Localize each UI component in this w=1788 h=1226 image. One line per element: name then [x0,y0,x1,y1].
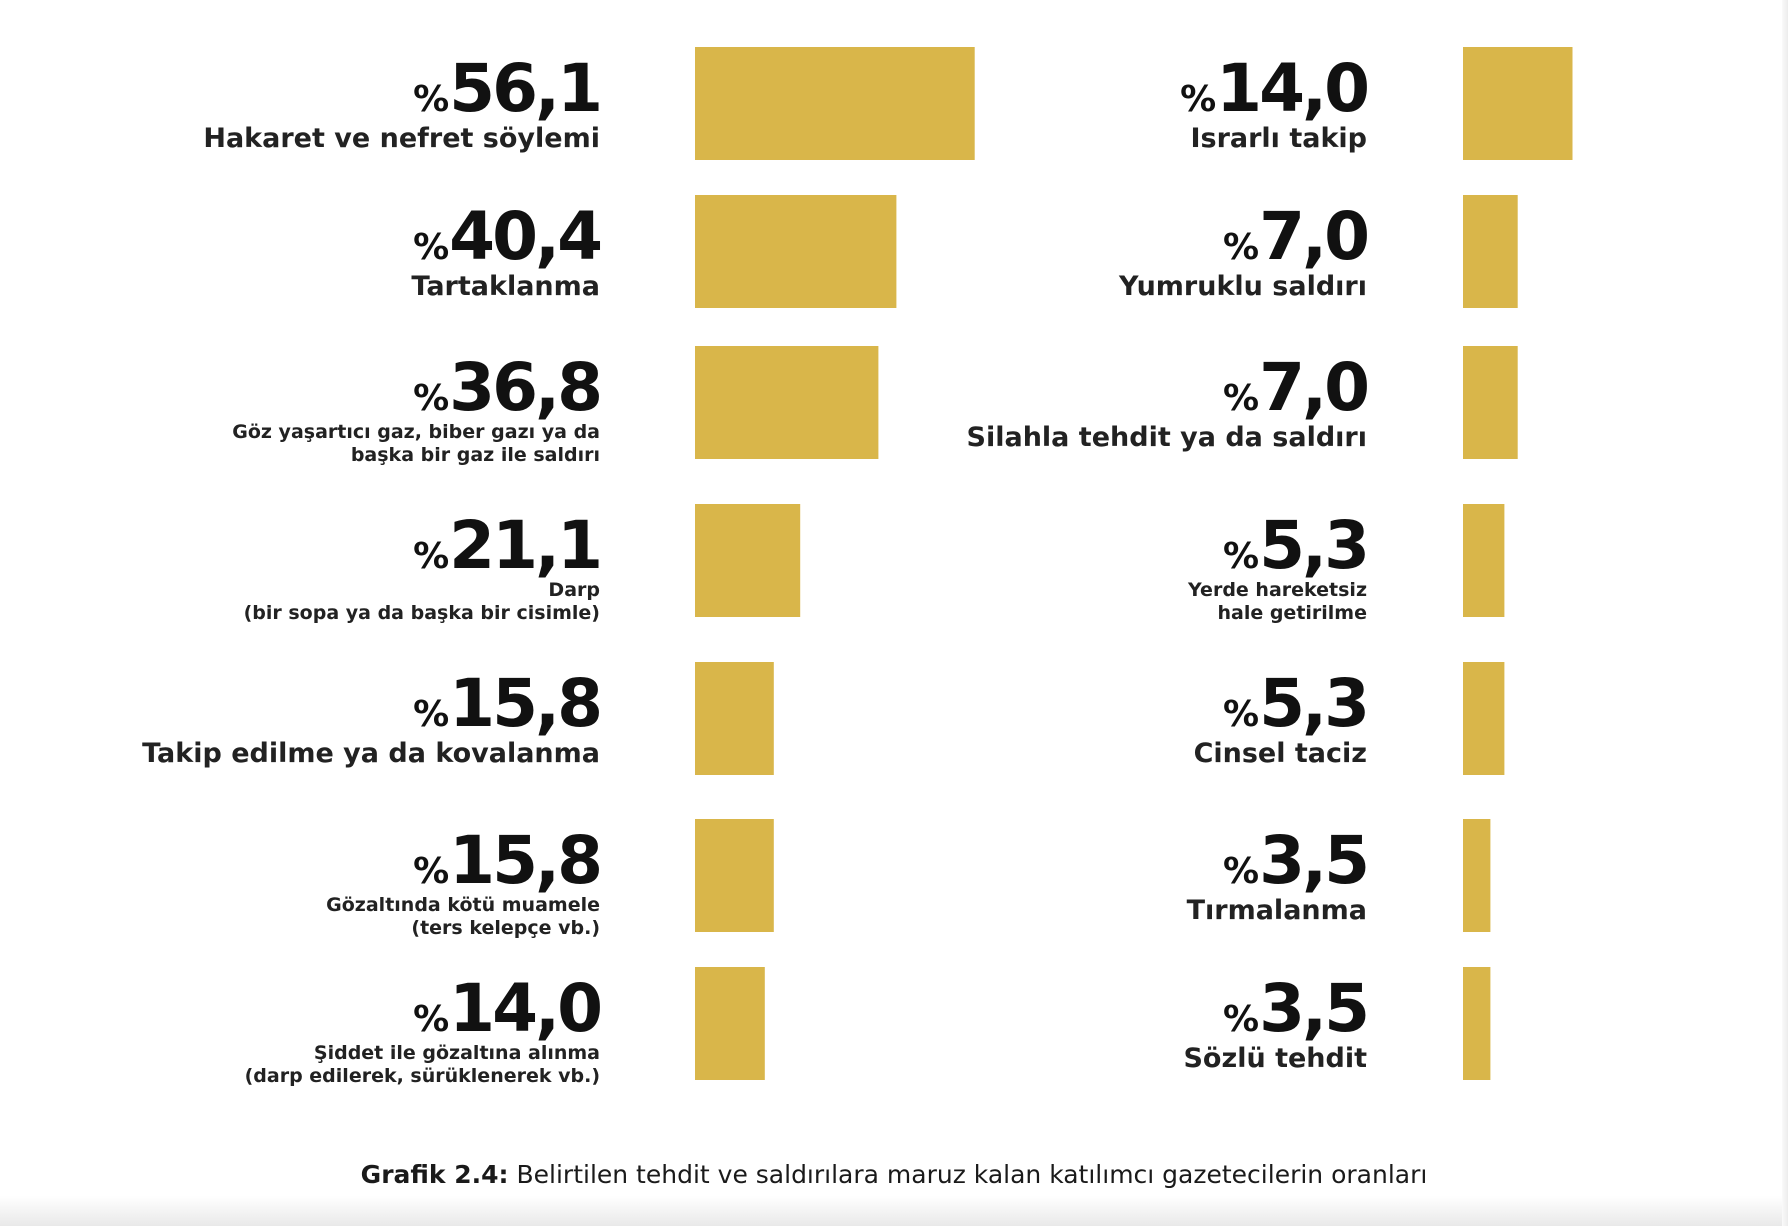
bar [695,662,774,775]
percent-sign: % [1223,851,1259,892]
category-label: Yumruklu saldırı [1118,271,1367,302]
percent-sign: % [413,694,449,735]
category-label: Israrlı takip [1190,123,1367,154]
percent-sign: % [1223,227,1259,268]
bar [695,346,879,459]
bar [1463,195,1518,308]
value-number: 14,0 [449,970,600,1047]
value-label: %14,0 [413,970,600,1047]
bar [1463,819,1491,932]
bar [1463,967,1491,1080]
value-label: %15,8 [413,822,600,899]
value-number: 3,5 [1259,822,1367,899]
value-label: %3,5 [1223,970,1367,1047]
category-label: Gözaltında kötü muamele [326,894,600,916]
value-number: 40,4 [449,198,600,275]
category-label: Sözlü tehdit [1183,1043,1367,1074]
percent-sign: % [1223,694,1259,735]
percent-sign: % [1223,536,1259,577]
bar [695,195,897,308]
percent-sign: % [1223,999,1259,1040]
category-label: başka bir gaz ile saldırı [351,444,600,466]
value-label: %15,8 [413,665,600,742]
category-label: Göz yaşartıcı gaz, biber gazı ya da [232,421,600,443]
bar [1463,662,1505,775]
percent-sign: % [413,851,449,892]
value-label: %3,5 [1223,822,1367,899]
value-number: 15,8 [449,822,600,899]
caption-prefix: Grafik 2.4: [360,1160,509,1189]
value-number: 7,0 [1259,198,1367,275]
category-label: Silahla tehdit ya da saldırı [967,422,1367,453]
value-label: %21,1 [413,507,600,584]
category-label: Tırmalanma [1187,895,1367,926]
percent-sign: % [413,227,449,268]
category-label: hale getirilme [1217,602,1367,624]
category-label: Şiddet ile gözaltına alınma [314,1042,600,1064]
value-number: 36,8 [449,349,600,426]
value-label: %40,4 [413,198,600,275]
category-label: (bir sopa ya da başka bir cisimle) [244,602,600,624]
category-label: Tartaklanma [411,271,600,302]
value-number: 56,1 [449,50,600,127]
category-label: Hakaret ve nefret söylemi [203,123,600,154]
bar [1463,47,1573,160]
category-label: (ters kelepçe vb.) [411,917,600,939]
value-number: 5,3 [1259,507,1367,584]
percent-sign: % [1223,378,1259,419]
category-label: Darp [548,579,600,601]
value-number: 3,5 [1259,970,1367,1047]
value-number: 21,1 [449,507,600,584]
value-label: %7,0 [1223,198,1367,275]
bar [1463,504,1505,617]
bar [1463,346,1518,459]
caption-text: Belirtilen tehdit ve saldırılara maruz k… [508,1160,1428,1189]
value-label: %56,1 [413,50,600,127]
value-number: 14,0 [1216,50,1367,127]
value-label: %14,0 [1180,50,1367,127]
value-number: 5,3 [1259,665,1367,742]
percent-sign: % [413,999,449,1040]
value-number: 15,8 [449,665,600,742]
chart-caption: Grafik 2.4: Belirtilen tehdit ve saldırı… [0,1160,1788,1189]
percent-sign: % [1180,79,1216,120]
value-label: %5,3 [1223,507,1367,584]
value-label: %7,0 [1223,349,1367,426]
category-label: Takip edilme ya da kovalanma [142,738,600,769]
bar [695,47,975,160]
bar [695,819,774,932]
bar [695,504,801,617]
page-edge [1782,0,1788,1226]
value-label: %36,8 [413,349,600,426]
bar [695,967,765,1080]
category-label: Yerde hareketsiz [1187,579,1367,601]
category-label: Cinsel taciz [1194,738,1367,769]
page-shadow [0,1196,1788,1226]
value-number: 7,0 [1259,349,1367,426]
percent-sign: % [413,79,449,120]
category-label: (darp edilerek, sürüklenerek vb.) [245,1065,600,1087]
value-label: %5,3 [1223,665,1367,742]
percent-sign: % [413,378,449,419]
percent-sign: % [413,536,449,577]
